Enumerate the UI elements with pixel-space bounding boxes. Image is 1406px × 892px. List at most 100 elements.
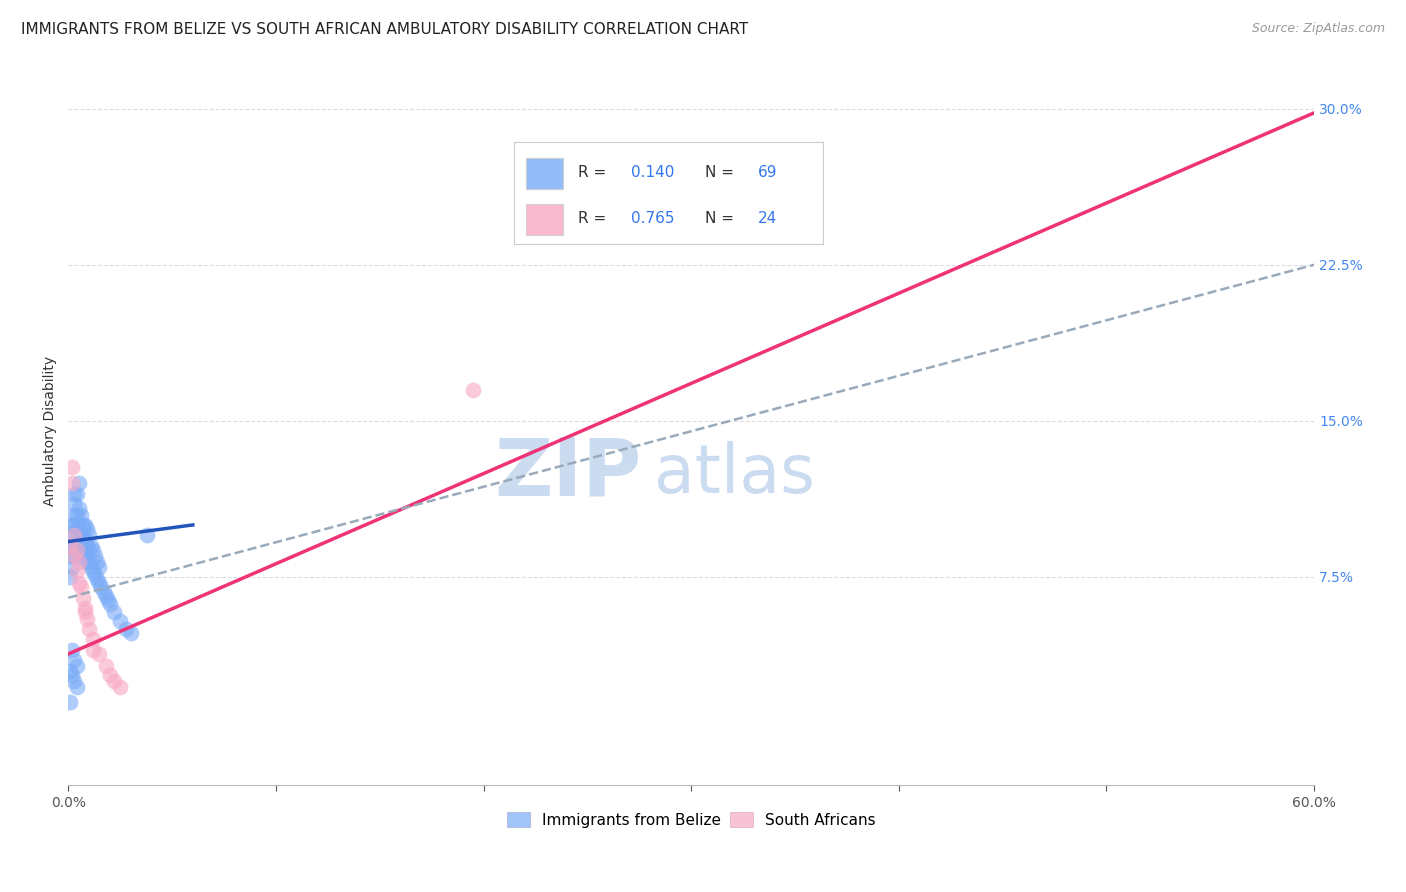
Point <box>77 555 100 569</box>
Point <box>60 517 83 532</box>
Point <box>63 539 86 553</box>
Text: 24: 24 <box>758 211 778 227</box>
Point <box>65 564 87 578</box>
Text: 0.765: 0.765 <box>631 211 675 227</box>
Point <box>136 528 159 542</box>
Point <box>65 534 87 549</box>
Point <box>63 486 86 500</box>
Point <box>94 589 117 603</box>
Point <box>77 528 100 542</box>
Point <box>67 526 90 541</box>
Point <box>82 632 104 647</box>
Point <box>72 517 94 532</box>
Point <box>59 570 82 584</box>
Point <box>93 584 115 599</box>
Point <box>59 539 82 553</box>
Text: IMMIGRANTS FROM BELIZE VS SOUTH AFRICAN AMBULATORY DISABILITY CORRELATION CHART: IMMIGRANTS FROM BELIZE VS SOUTH AFRICAN … <box>21 22 748 37</box>
Point <box>67 501 90 516</box>
Point <box>67 555 90 569</box>
Point <box>63 549 86 563</box>
Point <box>63 653 86 667</box>
Point <box>89 647 111 661</box>
Legend: Immigrants from Belize, South Africans: Immigrants from Belize, South Africans <box>501 806 882 834</box>
Text: N =: N = <box>706 165 740 180</box>
Point <box>65 542 87 557</box>
Point <box>60 642 83 657</box>
Point <box>72 591 94 605</box>
FancyBboxPatch shape <box>526 158 562 189</box>
Point <box>69 580 91 594</box>
Text: 0.140: 0.140 <box>631 165 675 180</box>
Point <box>103 673 125 688</box>
FancyBboxPatch shape <box>526 204 562 235</box>
Point <box>67 576 90 591</box>
Point <box>67 517 90 532</box>
Point <box>63 528 86 542</box>
Point <box>67 534 90 549</box>
Point <box>86 572 108 586</box>
Point <box>69 508 91 522</box>
Text: Source: ZipAtlas.com: Source: ZipAtlas.com <box>1251 22 1385 36</box>
Point <box>94 659 117 673</box>
Point <box>115 622 138 636</box>
Point <box>69 549 91 563</box>
Point <box>72 528 94 542</box>
Point <box>73 549 96 563</box>
Point <box>108 614 131 628</box>
Point <box>69 539 91 553</box>
Point <box>463 383 485 397</box>
Point <box>72 549 94 563</box>
Point <box>60 667 83 681</box>
Point <box>80 559 103 574</box>
Point <box>65 680 87 694</box>
Point <box>86 555 108 569</box>
Text: 69: 69 <box>758 165 778 180</box>
Point <box>73 534 96 549</box>
Point <box>59 695 82 709</box>
Text: ZIP: ZIP <box>494 434 641 513</box>
Text: R =: R = <box>578 165 612 180</box>
Point <box>97 592 120 607</box>
Point <box>60 559 83 574</box>
Point <box>65 542 87 557</box>
Point <box>63 497 86 511</box>
Point <box>82 542 104 557</box>
Point <box>67 476 90 491</box>
Point <box>63 549 86 563</box>
Point <box>89 559 111 574</box>
Point <box>89 576 111 591</box>
Point <box>65 486 87 500</box>
Point <box>108 680 131 694</box>
Point <box>60 539 83 553</box>
Point <box>82 564 104 578</box>
Point <box>63 517 86 532</box>
Point <box>76 611 98 625</box>
Point <box>73 601 96 615</box>
Point <box>84 549 107 563</box>
Point <box>76 539 98 553</box>
Point <box>59 549 82 563</box>
Point <box>534 153 557 168</box>
Point <box>65 508 87 522</box>
Point <box>103 605 125 619</box>
Point <box>84 567 107 582</box>
Point <box>60 528 83 542</box>
Point <box>98 667 121 681</box>
Point <box>98 597 121 611</box>
Point <box>76 522 98 536</box>
Point <box>63 528 86 542</box>
Point <box>80 539 103 553</box>
Point <box>77 622 100 636</box>
Text: atlas: atlas <box>654 441 814 507</box>
Point <box>63 508 86 522</box>
Point <box>67 542 90 557</box>
Point <box>65 522 87 536</box>
Point <box>69 528 91 542</box>
Point <box>120 626 142 640</box>
Point <box>77 542 100 557</box>
Point <box>73 605 96 619</box>
Point <box>73 517 96 532</box>
Point <box>72 539 94 553</box>
Point <box>65 659 87 673</box>
Point <box>60 459 83 474</box>
